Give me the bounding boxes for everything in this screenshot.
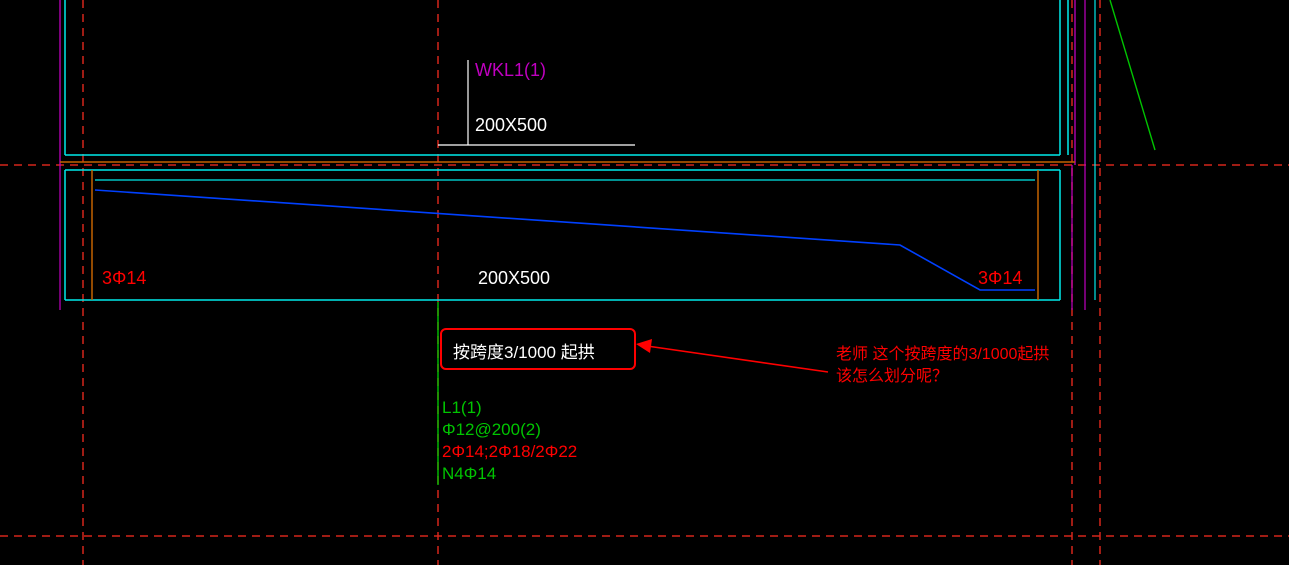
lower-block: [60, 165, 1072, 310]
grid-lines: [0, 0, 1289, 565]
label-wkl1: WKL1(1): [475, 60, 546, 81]
dim-lower: 200X500: [478, 268, 550, 289]
dim-upper: 200X500: [475, 115, 547, 136]
question-line-2: 该怎么划分呢？: [836, 362, 948, 386]
cad-canvas: WKL1(1) 200X500 200X500 3Φ14 3Φ14 按跨度3/1…: [0, 0, 1289, 565]
blue-camber-line: [95, 190, 1035, 290]
far-right-elements: [1085, 0, 1155, 310]
question-line-1: 老师 这个按跨度的3/1000起拱: [836, 340, 1049, 364]
label-n4: N4Φ14: [442, 464, 496, 484]
label-stirrup: Φ12@200(2): [442, 420, 541, 440]
label-l1: L1(1): [442, 398, 482, 418]
rebar-right: 3Φ14: [978, 268, 1022, 289]
drawing-overlay: [0, 0, 1289, 565]
label-long-rebar: 2Φ14;2Φ18/2Φ22: [442, 442, 577, 462]
upper-block: [60, 0, 1075, 165]
annotation-arrow: [636, 339, 828, 372]
note-camber: 按跨度3/1000 起拱: [453, 338, 595, 363]
rebar-left: 3Φ14: [102, 268, 146, 289]
